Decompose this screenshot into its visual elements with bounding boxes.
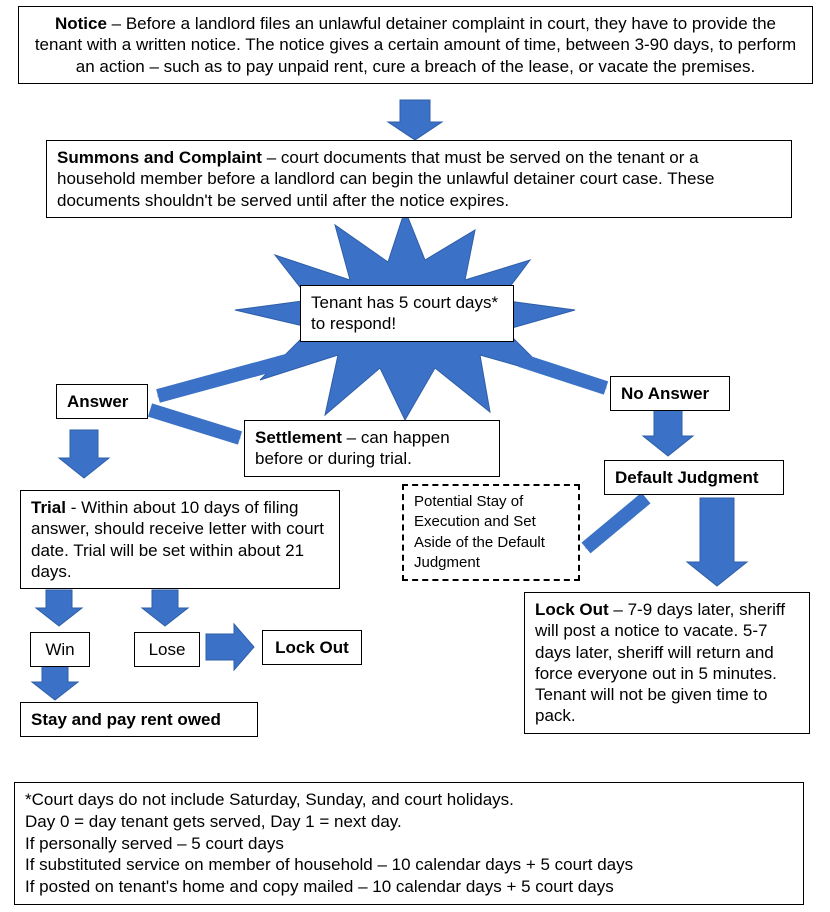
answer-text: Answer (67, 392, 128, 411)
arrow-answer-trial (59, 430, 109, 478)
footnote-line-4: If posted on tenant's home and copy mail… (25, 876, 793, 898)
stay-aside-text: Potential Stay of Execution and Set Asid… (414, 493, 545, 571)
footnote-line-0: *Court days do not include Saturday, Sun… (25, 789, 793, 811)
lockout-left-text: Lock Out (275, 638, 349, 657)
default-text: Default Judgment (615, 468, 759, 487)
lose-text: Lose (149, 640, 186, 659)
answer-box: Answer (56, 384, 148, 419)
notice-box: Notice – Before a landlord files an unla… (18, 6, 813, 84)
summons-title: Summons and Complaint (57, 148, 262, 167)
trial-body: - Within about 10 days of filing answer,… (31, 498, 324, 581)
stay-aside-box: Potential Stay of Execution and Set Asid… (402, 484, 580, 581)
arrow-default-stayaside (586, 498, 646, 548)
tenant-5-days-text: Tenant has 5 court days* to respond! (311, 293, 498, 333)
footnote-line-3: If substituted service on member of hous… (25, 854, 793, 876)
summons-box: Summons and Complaint – court documents … (46, 140, 792, 218)
lockout-left-box: Lock Out (262, 630, 362, 665)
arrow-trial-win (36, 590, 82, 626)
stay-pay-box: Stay and pay rent owed (20, 702, 258, 737)
settlement-box: Settlement – can happen before or during… (244, 420, 500, 477)
notice-title: Notice (55, 14, 107, 33)
footnote-line-1: Day 0 = day tenant gets served, Day 1 = … (25, 811, 793, 833)
tenant-5-days-box: Tenant has 5 court days* to respond! (300, 285, 514, 342)
default-judgment-box: Default Judgment (604, 460, 784, 495)
no-answer-box: No Answer (610, 376, 730, 411)
arrow-default-lockout (687, 498, 747, 586)
trial-box: Trial - Within about 10 days of filing a… (20, 490, 340, 589)
lockout-right-box: Lock Out – 7-9 days later, sheriff will … (524, 592, 810, 734)
settlement-title: Settlement (255, 428, 342, 447)
footnote-line-2: If personally served – 5 court days (25, 833, 793, 855)
arrow-notice-summons (388, 100, 442, 140)
win-box: Win (30, 632, 90, 667)
stay-pay-text: Stay and pay rent owed (31, 710, 221, 729)
arrow-lose-lockout (206, 624, 254, 670)
notice-body: – Before a landlord files an unlawful de… (35, 14, 796, 76)
arrow-trial-lose (142, 590, 188, 626)
no-answer-text: No Answer (621, 384, 709, 403)
footnote-box: *Court days do not include Saturday, Sun… (14, 782, 804, 905)
arrow-win-staypay (32, 664, 78, 700)
win-text: Win (45, 640, 74, 659)
arrow-noanswer-default (643, 410, 693, 456)
trial-title: Trial (31, 498, 66, 517)
lockout-right-title: Lock Out (535, 600, 609, 619)
arrow-answer-settlement (150, 410, 240, 438)
lose-box: Lose (134, 632, 200, 667)
